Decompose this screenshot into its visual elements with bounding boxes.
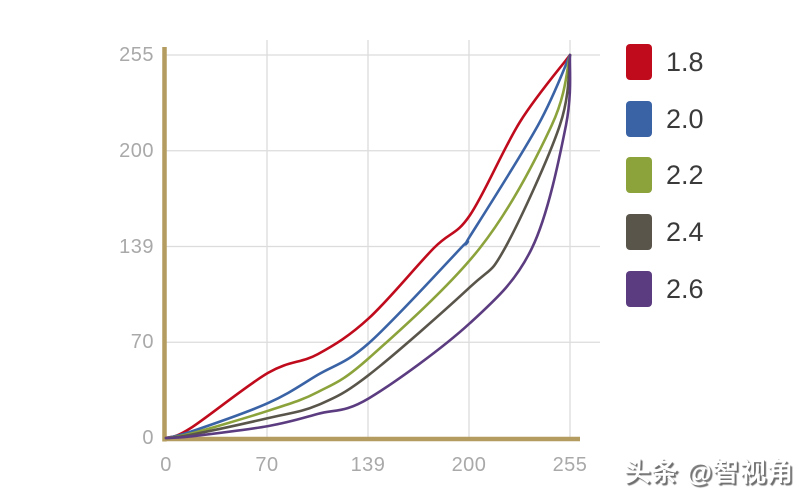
legend-swatch bbox=[626, 271, 652, 307]
watermark-text: 头条 @智视角 bbox=[624, 457, 794, 487]
legend-label: 2.4 bbox=[666, 217, 704, 247]
legend-label: 2.2 bbox=[666, 160, 704, 190]
y-tick-label: 0 bbox=[142, 427, 154, 449]
y-tick-label: 70 bbox=[130, 331, 154, 354]
legend-swatch bbox=[626, 214, 652, 250]
legend-item: 2.2 bbox=[626, 157, 704, 193]
y-tick-label: 139 bbox=[119, 235, 154, 258]
legend-label: 2.0 bbox=[666, 104, 704, 134]
legend-item: 1.8 bbox=[626, 44, 704, 80]
curve-gamma-2.2 bbox=[164, 53, 572, 440]
legend-item: 2.0 bbox=[626, 101, 704, 137]
x-tick-label: 0 bbox=[160, 454, 172, 476]
legend-item: 2.6 bbox=[626, 271, 704, 307]
x-tick-label: 255 bbox=[552, 454, 588, 476]
legend-swatch bbox=[626, 44, 652, 80]
x-tick-label: 70 bbox=[255, 454, 279, 476]
curve-gamma-1.8 bbox=[164, 53, 572, 440]
legend-swatch bbox=[626, 157, 652, 193]
y-tick-label: 200 bbox=[119, 139, 154, 162]
curve-gamma-2.6 bbox=[164, 53, 572, 440]
x-tick-label: 200 bbox=[451, 454, 487, 476]
legend-label: 1.8 bbox=[666, 47, 704, 77]
curve-gamma-2.0 bbox=[164, 53, 572, 440]
curve-gamma-2.4 bbox=[164, 53, 572, 440]
legend-item: 2.4 bbox=[626, 214, 704, 250]
legend-label: 2.6 bbox=[666, 274, 704, 304]
x-tick-label: 139 bbox=[350, 454, 386, 476]
legend-swatch bbox=[626, 101, 652, 137]
y-tick-label: 255 bbox=[119, 44, 154, 66]
